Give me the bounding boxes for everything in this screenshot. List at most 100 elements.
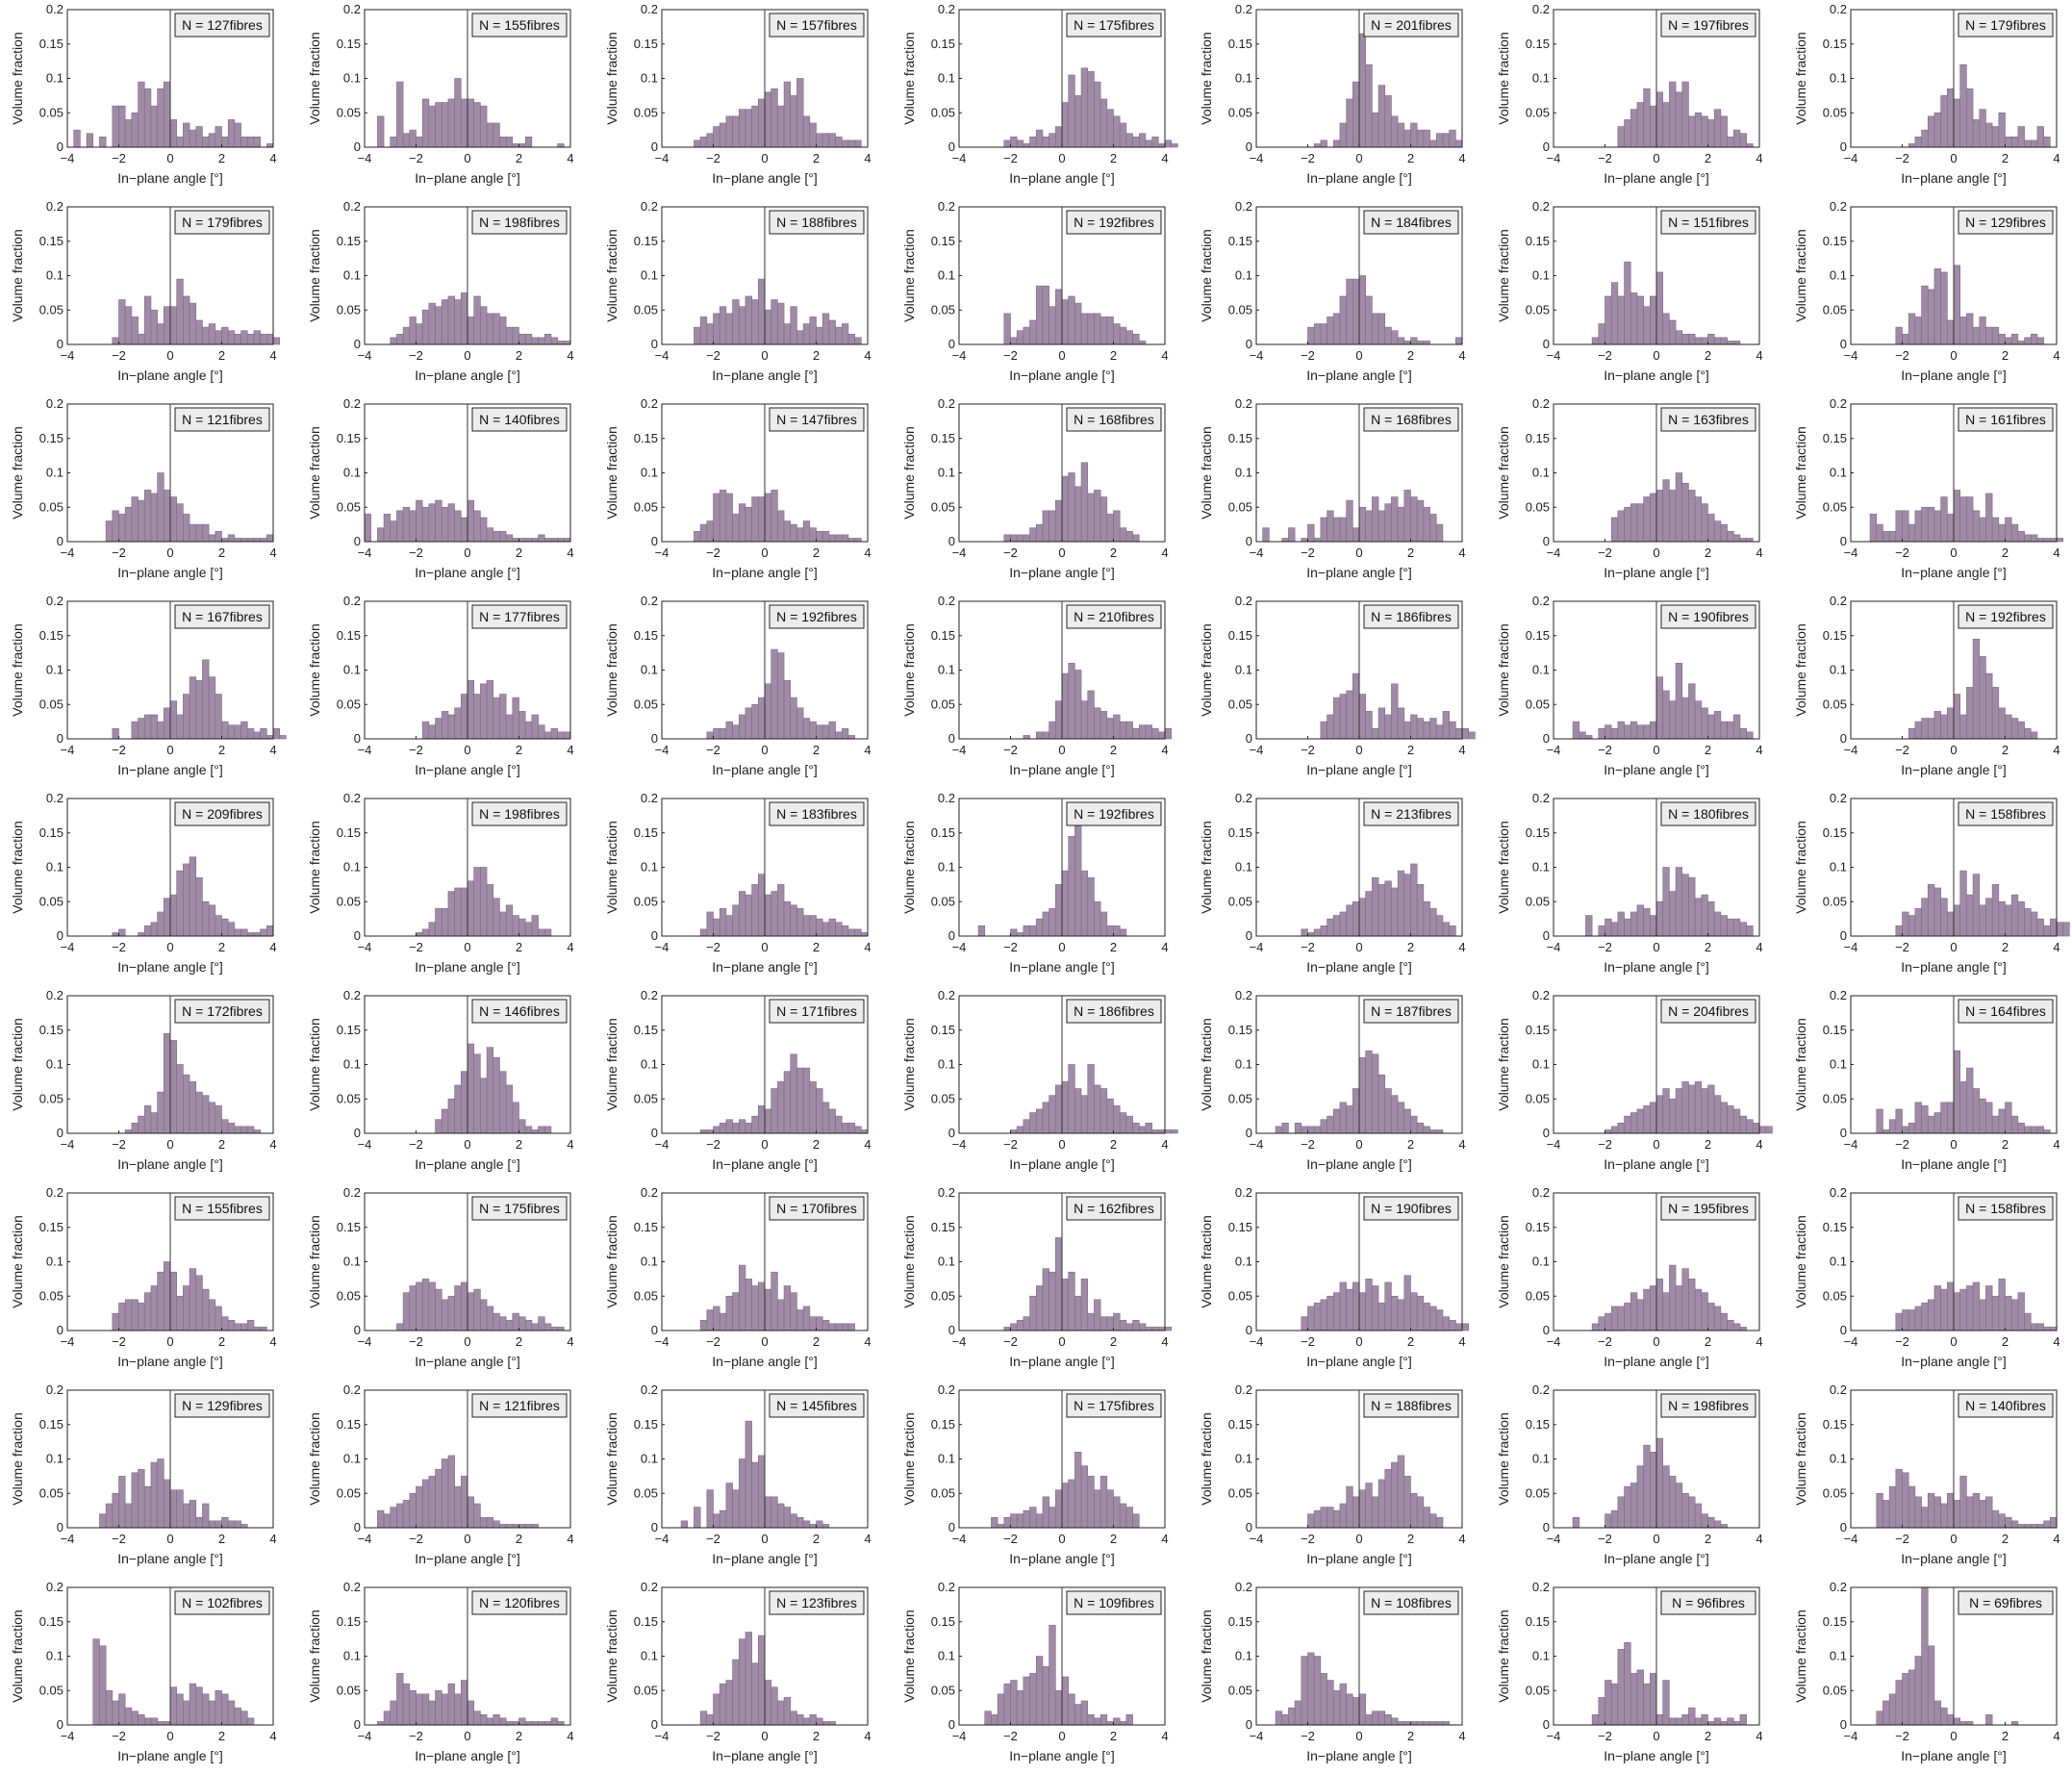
histogram-bar: [486, 884, 494, 937]
histogram-bar: [1281, 1122, 1289, 1134]
histogram-bar: [706, 323, 714, 345]
x-tick-label: −2: [1895, 151, 1909, 165]
x-tick-label: 0: [464, 151, 470, 165]
plot-area: −4 −2 0 2 400.050.10.150.2In−plane angle [°]…: [1199, 2, 1466, 186]
x-tick-label: 2: [1407, 1532, 1414, 1546]
histogram-bar: [1650, 915, 1657, 937]
plot-area: −4 −2 0 2 400.050.10.150.2In−plane angle [°]…: [307, 1382, 574, 1566]
histogram-bar: [131, 1472, 139, 1529]
x-axis-label: In−plane angle [°]: [712, 959, 818, 975]
histogram-bar: [1701, 707, 1708, 740]
histogram-bar: [1650, 1673, 1657, 1726]
x-axis-label: In−plane angle [°]: [117, 368, 223, 383]
histogram-bar: [428, 105, 436, 148]
y-tick-label: 0.15: [1228, 825, 1252, 840]
y-tick-label: 0: [1543, 1323, 1550, 1337]
histogram-bar: [2030, 1323, 2038, 1331]
histogram-bar: [1423, 1126, 1430, 1134]
fibre-count-label: N = 158fibres: [1965, 1201, 2046, 1216]
histogram-bar: [991, 1713, 998, 1726]
x-tick-label: 2: [516, 545, 522, 560]
y-tick-label: 0.2: [1532, 2, 1550, 16]
histogram-bar: [1132, 727, 1140, 740]
plot-area: −4 −2 0 2 400.050.10.150.2In−plane angle [°]…: [307, 2, 574, 186]
histogram-bar: [564, 731, 571, 740]
x-tick-label: −2: [706, 1137, 720, 1152]
histogram-bar: [1947, 1102, 1955, 1134]
histogram-bar: [1927, 506, 1935, 543]
histogram-bar: [771, 1686, 778, 1726]
histogram-bar: [1119, 1319, 1127, 1331]
x-tick-label: 4: [1458, 940, 1465, 954]
x-tick-label: −4: [952, 1334, 967, 1349]
histogram-bar: [1876, 523, 1883, 543]
x-tick-label: 2: [1110, 743, 1117, 757]
histogram-bar: [2024, 1524, 2032, 1529]
histogram-bar: [1727, 341, 1734, 345]
histogram-bar: [1669, 891, 1677, 937]
histogram-bar: [164, 306, 171, 345]
x-tick-label: 4: [1458, 348, 1465, 363]
x-tick-label: 4: [864, 1532, 871, 1546]
histogram-bar: [1991, 126, 2000, 148]
fibre-count-box: [471, 801, 568, 826]
x-tick-label: 2: [813, 743, 820, 757]
histogram-bar: [841, 323, 849, 345]
x-axis-label: In−plane angle [°]: [1901, 368, 2007, 383]
histogram-bar: [809, 1081, 817, 1134]
histogram-bar: [2056, 922, 2063, 937]
histogram-bar: [467, 679, 474, 740]
histogram-bar: [1042, 911, 1049, 937]
y-axis-label: Volume fraction: [604, 32, 619, 125]
histogram-bar: [1410, 1292, 1418, 1331]
y-tick-label: 0.15: [634, 234, 658, 248]
histogram-bar: [1579, 731, 1586, 740]
histogram-bar: [2043, 1129, 2051, 1134]
histogram-bar: [461, 517, 468, 543]
y-tick-label: 0.05: [39, 302, 63, 317]
y-axis-label: Volume fraction: [1496, 32, 1511, 125]
histogram-bar: [1313, 1656, 1322, 1726]
y-tick-label: 0.15: [634, 1614, 658, 1629]
histogram-bar: [416, 1281, 423, 1331]
histogram-bar: [1449, 129, 1456, 148]
x-tick-label: 4: [864, 545, 871, 560]
y-tick-label: 0.15: [931, 1614, 955, 1629]
histogram-bar: [1301, 1656, 1308, 1726]
histogram-bar: [706, 1489, 714, 1529]
histogram-bar: [777, 884, 785, 937]
histogram-bar: [1630, 911, 1638, 937]
histogram-bar: [1119, 1112, 1127, 1134]
histogram-bar: [1966, 1067, 1974, 1134]
histogram-bar: [1080, 700, 1089, 740]
histogram-bar: [480, 517, 488, 543]
y-axis-label: Volume fraction: [10, 32, 25, 125]
histogram-bar: [725, 313, 733, 345]
histogram-bar: [1902, 1309, 1909, 1331]
x-tick-label: 0: [761, 545, 768, 560]
fibre-count-label: N = 146fibres: [479, 1003, 560, 1019]
histogram-bar: [1365, 1713, 1373, 1726]
x-tick-label: 2: [1705, 1334, 1711, 1349]
histogram-bar: [1016, 932, 1024, 937]
histogram-bar: [234, 538, 241, 543]
histogram-bar: [377, 115, 385, 148]
histogram-bar: [1694, 1503, 1703, 1529]
histogram-bar: [1410, 337, 1418, 345]
x-tick-label: 4: [269, 545, 276, 560]
histogram-bar: [1288, 527, 1296, 543]
x-tick-label: −2: [1895, 1137, 1909, 1152]
histogram-bar: [1727, 1717, 1734, 1726]
y-tick-label: 0.05: [1526, 302, 1550, 317]
histogram-bar: [505, 1721, 514, 1726]
histogram-bar: [771, 490, 778, 543]
histogram-bar: [2036, 538, 2044, 543]
histogram-bar: [1010, 1680, 1018, 1726]
histogram-bar: [802, 1520, 811, 1529]
y-axis-label: Volume fraction: [604, 229, 619, 322]
histogram-bar: [1732, 1721, 1741, 1726]
fibre-count-label: N = 140fibres: [1965, 1398, 2046, 1413]
histogram-bar: [1940, 271, 1948, 345]
histogram-bar: [2005, 1295, 2012, 1331]
histogram-25: −4 −2 0 2 400.050.10.150.2In−plane angle [°]…: [901, 594, 1172, 777]
